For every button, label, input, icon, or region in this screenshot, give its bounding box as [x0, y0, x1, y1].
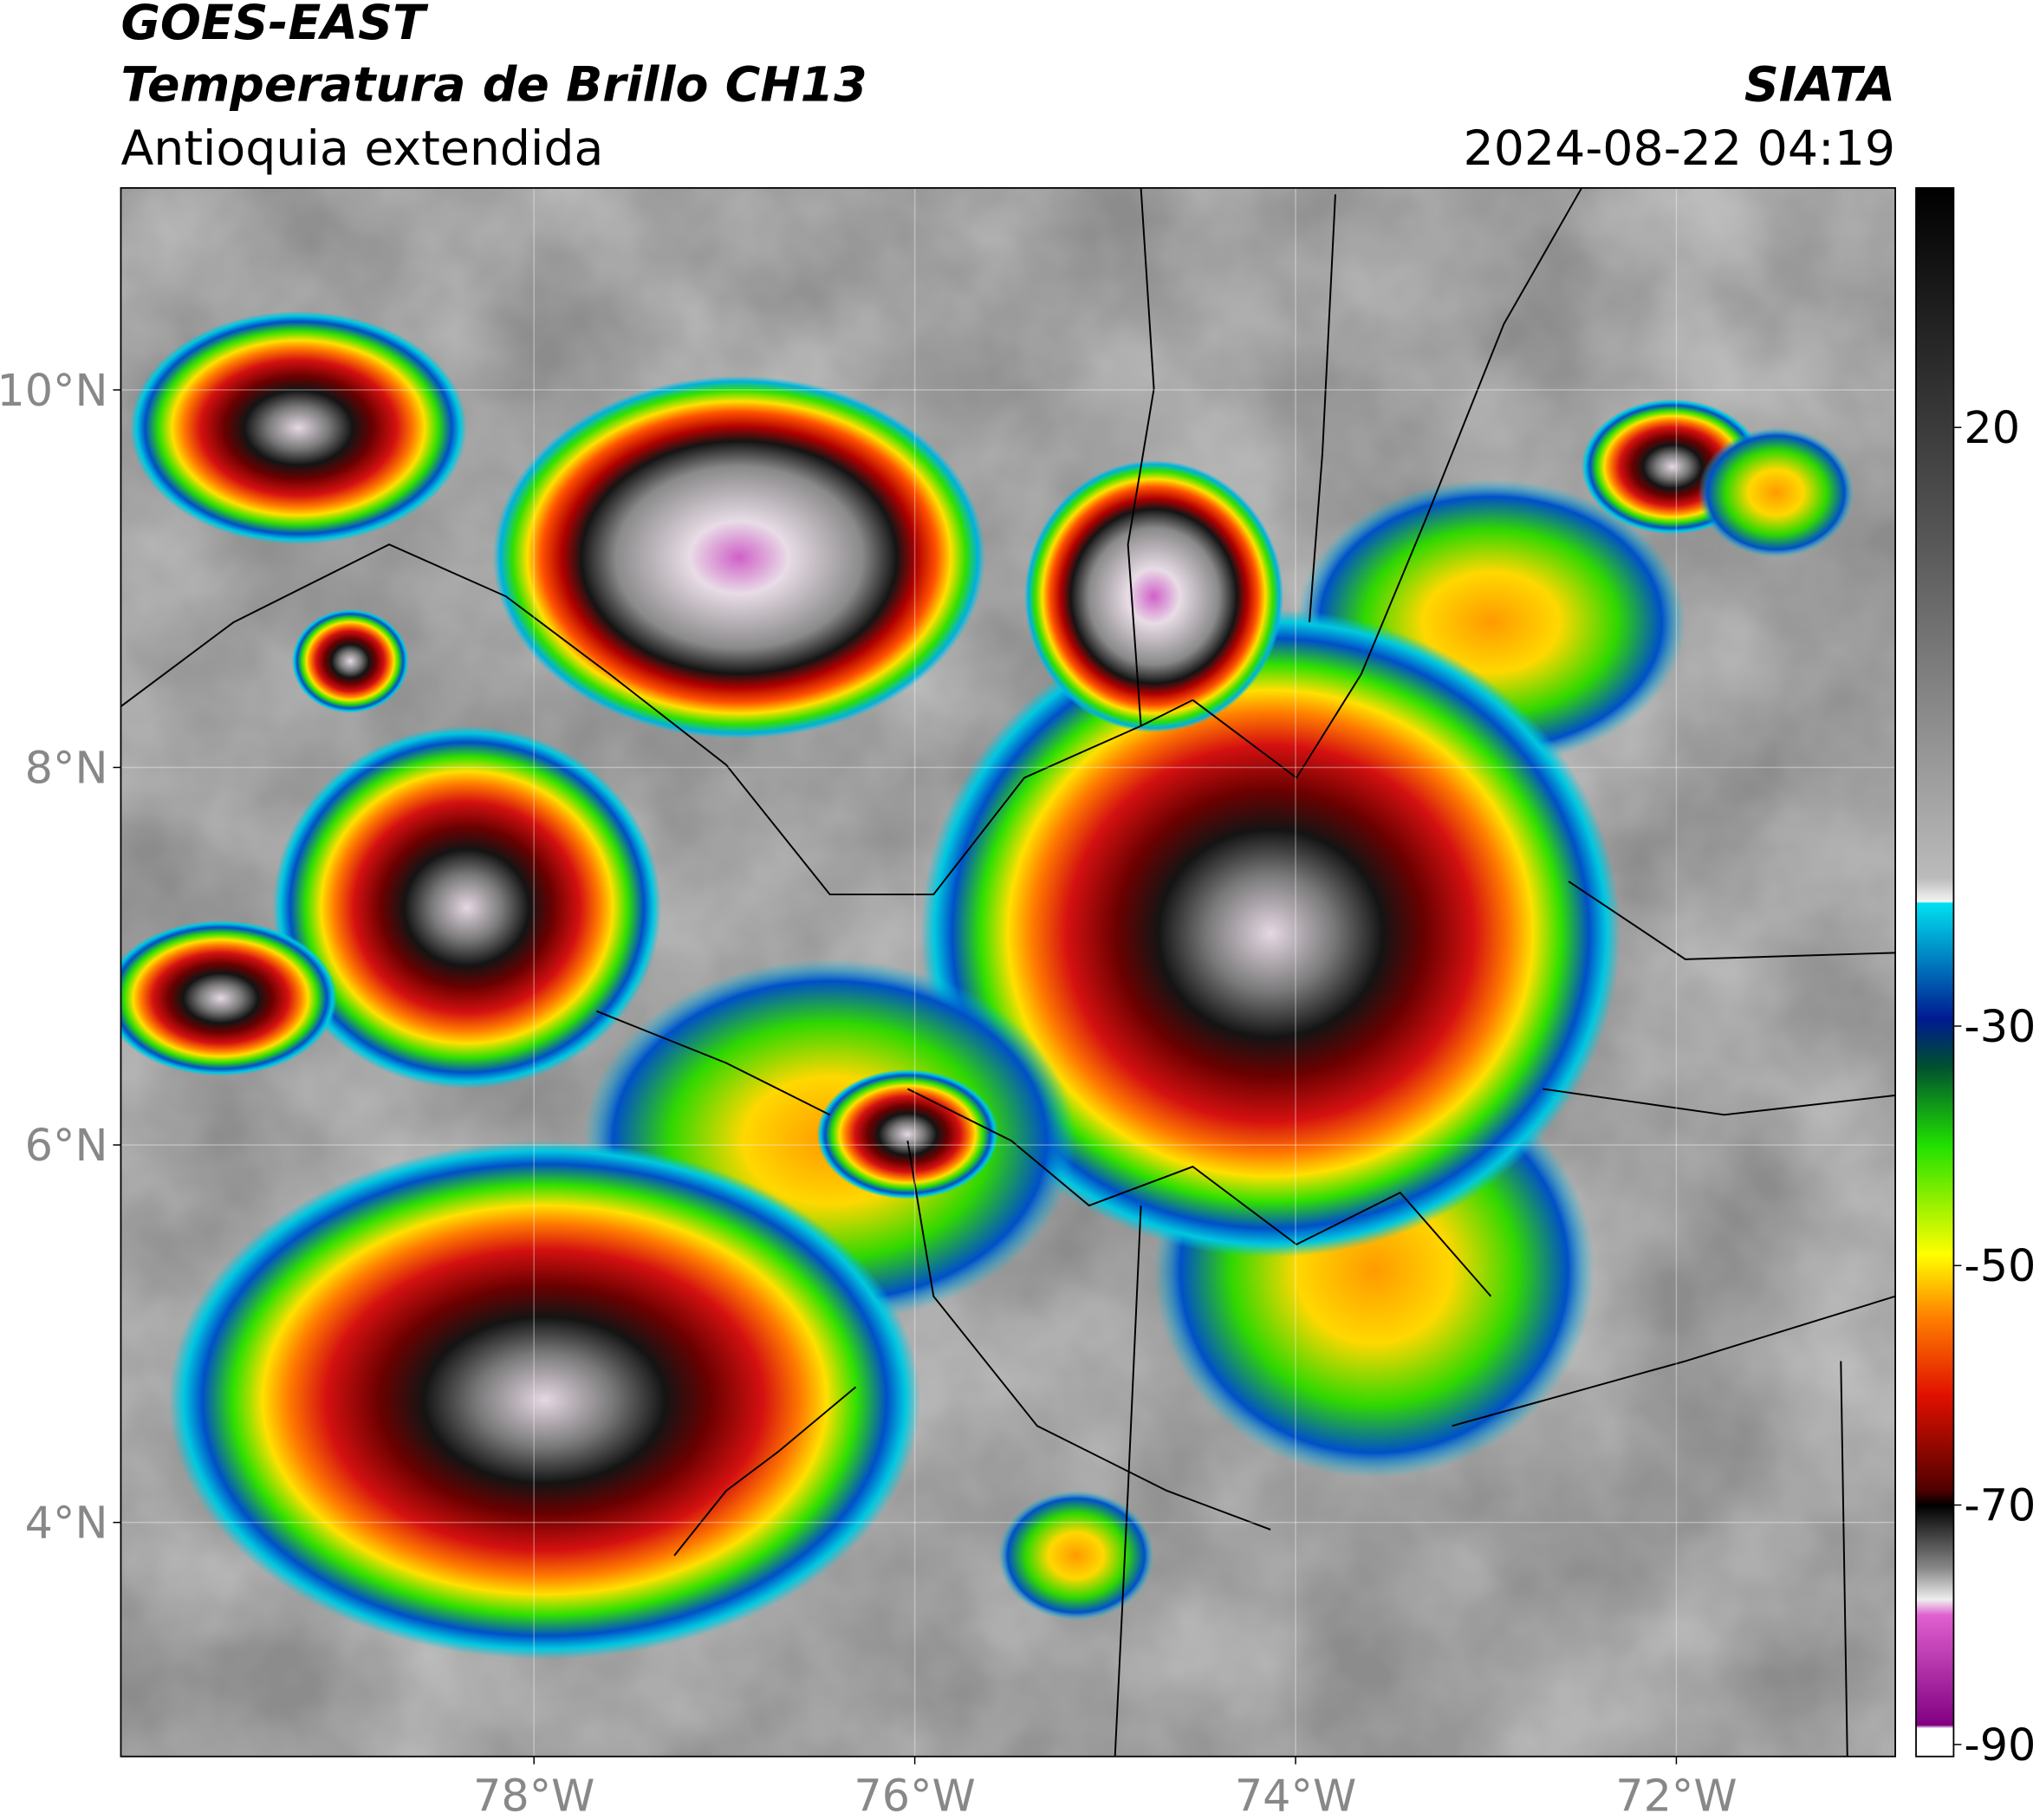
- colorbar-tick-label: 20: [1964, 402, 2020, 453]
- x-tick-label: 72°W: [1615, 1771, 1737, 1820]
- satellite-image: [120, 187, 1896, 1757]
- title: GOES-EAST: [120, 0, 429, 51]
- y-tick-label: 6°N: [25, 1120, 108, 1171]
- subtitle: Temperatura de Brillo CH13: [120, 58, 867, 114]
- colorbar-tick-label: -50: [1964, 1240, 2033, 1291]
- colorbar-tick-label: -90: [1964, 1719, 2033, 1771]
- graticule: [120, 187, 1896, 1757]
- region: Antioquia extendida: [120, 121, 603, 177]
- x-tick-label: 74°W: [1235, 1771, 1356, 1820]
- colorbar-tick-label: -70: [1964, 1480, 2033, 1531]
- x-tick-label: 78°W: [473, 1771, 594, 1820]
- map-frame: [120, 186, 1896, 1758]
- source: SIATA: [1744, 58, 1895, 114]
- colorbar: [1915, 186, 1955, 1758]
- y-tick-label: 4°N: [25, 1498, 108, 1549]
- y-tick-label: 8°N: [25, 742, 108, 793]
- y-tick-label: 10°N: [0, 365, 107, 416]
- colorbar-tick-label: -30: [1964, 1001, 2033, 1052]
- x-tick-label: 76°W: [854, 1771, 975, 1820]
- timestamp: 2024-08-22 04:19: [1464, 121, 1896, 177]
